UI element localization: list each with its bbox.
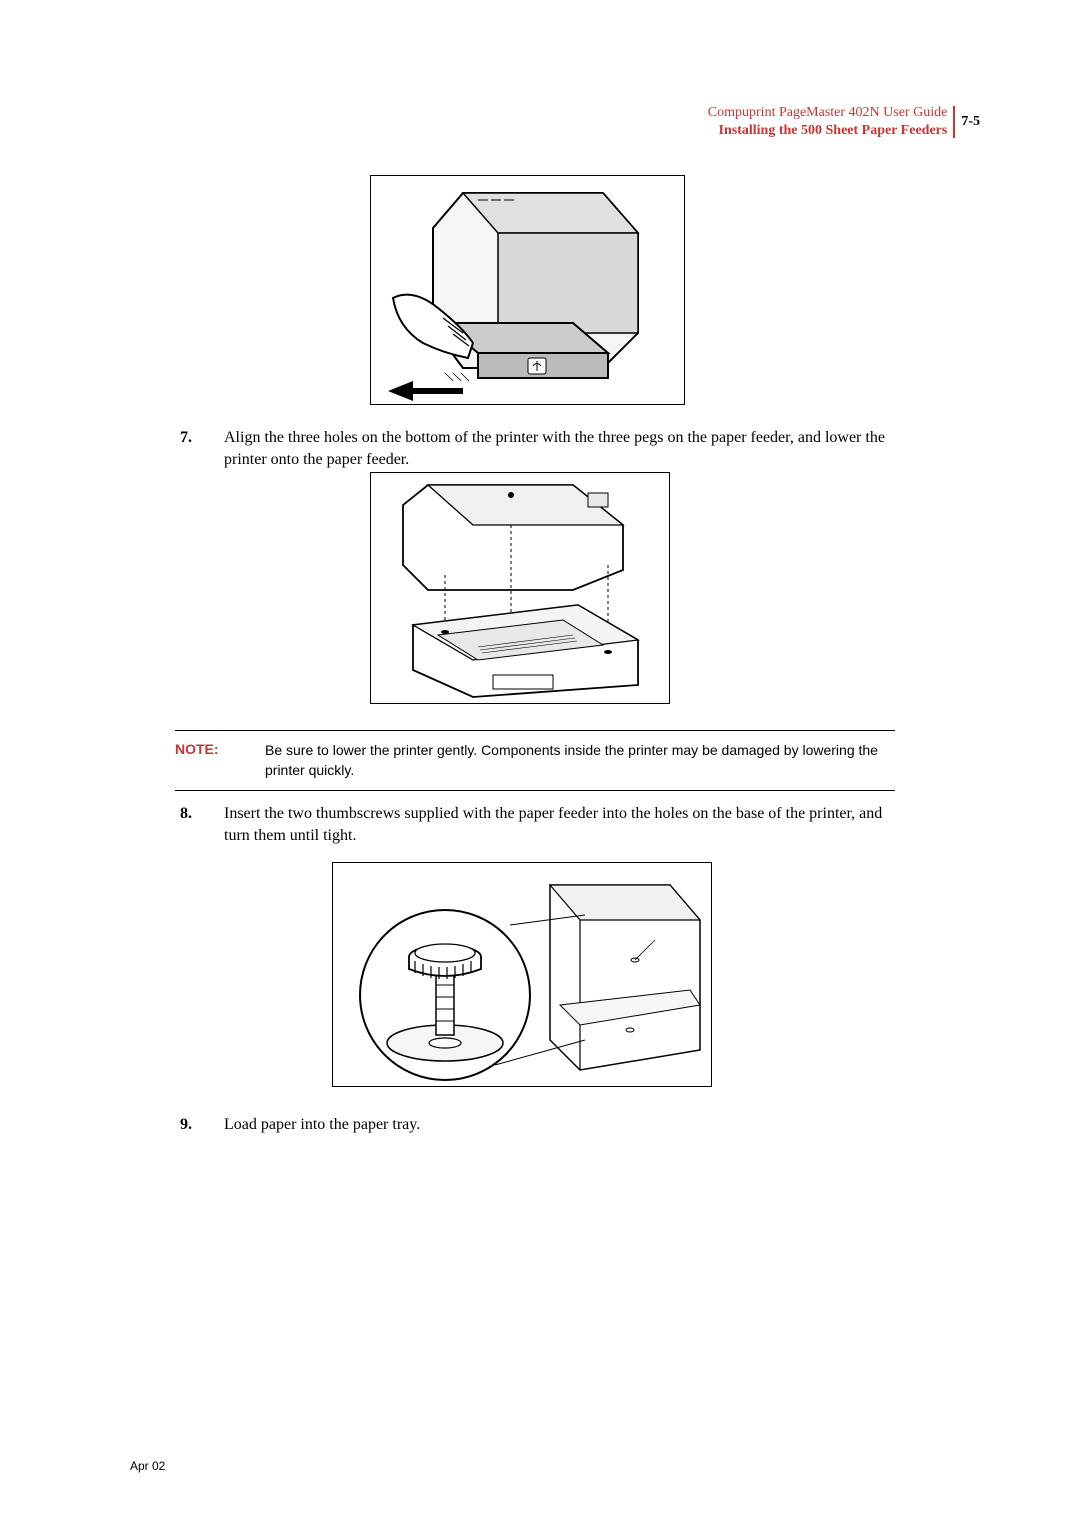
header-line1: Compuprint PageMaster 402N User Guide bbox=[708, 105, 948, 121]
note-label: NOTE: bbox=[175, 741, 265, 780]
step-9-number: 9. bbox=[180, 1116, 192, 1134]
thumbscrew-illustration bbox=[335, 865, 710, 1085]
figure-alignment bbox=[370, 472, 670, 704]
figure-thumbscrew bbox=[332, 862, 712, 1087]
header-text-block: Compuprint PageMaster 402N User Guide In… bbox=[708, 105, 948, 139]
printer-tray-illustration bbox=[373, 178, 683, 403]
page-number: 7-5 bbox=[961, 114, 980, 130]
note-block: NOTE: Be sure to lower the printer gentl… bbox=[175, 730, 895, 791]
step-8-number: 8. bbox=[180, 803, 192, 825]
step-7-number: 7. bbox=[180, 427, 192, 449]
printer-alignment-illustration bbox=[373, 475, 668, 702]
step-8: 8. Insert the two thumbscrews supplied w… bbox=[196, 803, 906, 848]
note-text: Be sure to lower the printer gently. Com… bbox=[265, 741, 895, 780]
footer-date: Apr 02 bbox=[130, 1459, 165, 1473]
step-9-text: Load paper into the paper tray. bbox=[224, 1116, 906, 1134]
header-wrap: Compuprint PageMaster 402N User Guide In… bbox=[708, 105, 980, 139]
step-9: 9. Load paper into the paper tray. bbox=[196, 1116, 906, 1134]
page-header: Compuprint PageMaster 402N User Guide In… bbox=[708, 105, 980, 139]
header-divider bbox=[953, 106, 955, 138]
step-7: 7. Align the three holes on the bottom o… bbox=[196, 427, 906, 472]
step-8-text: Insert the two thumbscrews supplied with… bbox=[224, 803, 906, 848]
figure-remove-tray bbox=[370, 175, 685, 405]
step-7-text: Align the three holes on the bottom of t… bbox=[224, 427, 906, 472]
guide-title: Compuprint PageMaster 402N User Guide bbox=[708, 105, 948, 120]
section-title: Installing the 500 Sheet Paper Feeders bbox=[719, 123, 948, 139]
